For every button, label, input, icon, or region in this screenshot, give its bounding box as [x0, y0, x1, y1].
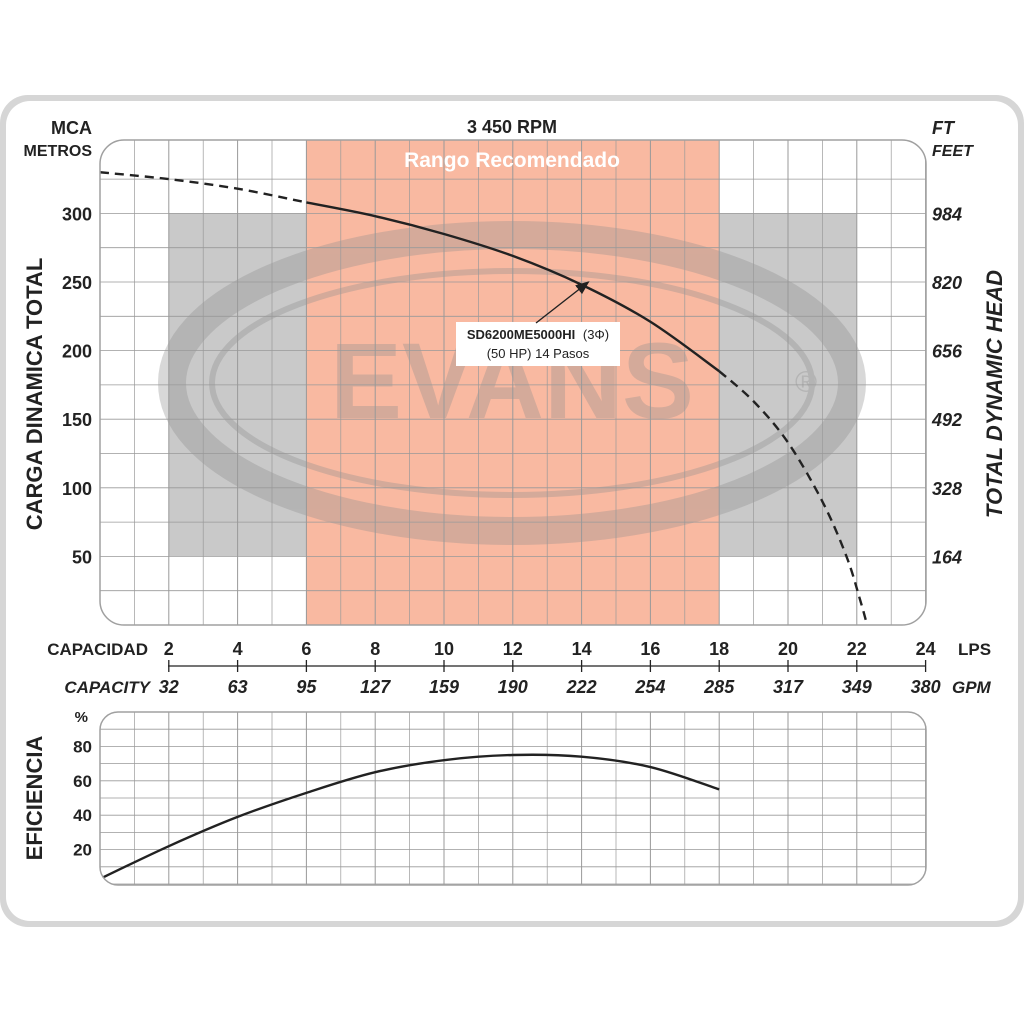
left-unit-top: MCA [51, 118, 92, 138]
head-plot-area: EVANS ® [100, 140, 926, 625]
x-tick-gpm: 32 [159, 677, 179, 697]
head-curve-dashed-0 [100, 171, 307, 204]
x-tick-gpm: 159 [429, 677, 459, 697]
y-tick-efficiency: 20 [73, 841, 92, 860]
y-tick-left: 200 [62, 342, 92, 362]
y-tick-left: 50 [72, 547, 92, 567]
efficiency-curve-0 [100, 753, 720, 880]
annotation-power: (50 HP) 14 Pasos [487, 346, 590, 361]
svg-text:®: ® [795, 366, 817, 399]
annotation-arrow [535, 281, 590, 324]
chart-title: 3 450 RPM [467, 117, 557, 137]
y-tick-left: 250 [62, 273, 92, 293]
x-tick-lps: 4 [233, 639, 243, 659]
efficiency-plot-area [100, 712, 926, 885]
efficiency-plot-border [99, 711, 927, 886]
capacidad-label: CAPACIDAD [47, 640, 148, 659]
right-axis-title: TOTAL DYNAMIC HEAD [982, 270, 1007, 518]
right-unit-top: FT [932, 118, 956, 138]
right-unit-bottom: FEET [932, 143, 974, 160]
x-tick-lps: 18 [709, 639, 729, 659]
annotation-model: SD6200ME5000HI [467, 327, 575, 342]
y-tick-left: 100 [62, 479, 92, 499]
capacity-label: CAPACITY [64, 678, 151, 697]
evans-watermark: EVANS ® [158, 221, 866, 545]
x-tick-lps: 14 [572, 639, 592, 659]
x-tick-gpm: 380 [911, 677, 941, 697]
x-tick-gpm: 285 [703, 677, 735, 697]
efficiency-axis-title: EFICIENCIA [22, 736, 47, 861]
y-tick-efficiency: 40 [73, 806, 92, 825]
x-tick-lps: 10 [434, 639, 454, 659]
head-curve-solid-1 [306, 201, 720, 373]
x-tick-gpm: 190 [498, 677, 528, 697]
x-tick-lps: 12 [503, 639, 523, 659]
y-tick-right: 492 [931, 410, 962, 430]
left-unit-bottom: METROS [24, 143, 93, 160]
y-tick-right: 820 [932, 273, 962, 293]
head-plot-border [99, 139, 927, 626]
y-tick-left: 150 [62, 410, 92, 430]
y-tick-right: 328 [932, 479, 962, 499]
left-axis-title: CARGA DINAMICA TOTAL [22, 258, 47, 531]
y-tick-left: 300 [62, 204, 92, 224]
x-tick-gpm: 222 [566, 677, 597, 697]
annotation-phase: (3Φ) [583, 327, 609, 342]
x-tick-lps: 6 [301, 639, 311, 659]
x-tick-gpm: 317 [773, 677, 804, 697]
x-tick-lps: 16 [640, 639, 660, 659]
y-tick-right: 656 [932, 342, 963, 362]
lps-unit: LPS [958, 640, 991, 659]
model-annotation: SD6200ME5000HI (3Φ) (50 HP) 14 Pasos [456, 281, 620, 366]
x-tick-lps: 8 [370, 639, 380, 659]
x-tick-lps: 24 [916, 639, 936, 659]
x-tick-lps: 2 [164, 639, 174, 659]
x-tick-gpm: 254 [634, 677, 665, 697]
recommended-range-label: Rango Recomendado [404, 149, 620, 172]
x-tick-lps: 22 [847, 639, 867, 659]
x-tick-gpm: 127 [360, 677, 391, 697]
y-tick-efficiency: 80 [73, 737, 92, 756]
y-tick-efficiency: 60 [73, 772, 92, 791]
x-tick-gpm: 95 [296, 677, 317, 697]
y-tick-right: 164 [932, 547, 962, 567]
head-curve-dashed-2 [718, 370, 869, 625]
efficiency-unit: % [75, 709, 88, 726]
svg-text:SD6200ME5000HI (3Φ): SD6200ME5000HI (3Φ) [467, 327, 609, 342]
y-tick-right: 984 [932, 204, 962, 224]
x-tick-gpm: 349 [842, 677, 872, 697]
x-tick-lps: 20 [778, 639, 798, 659]
gpm-unit: GPM [952, 678, 992, 697]
x-tick-gpm: 63 [228, 677, 248, 697]
